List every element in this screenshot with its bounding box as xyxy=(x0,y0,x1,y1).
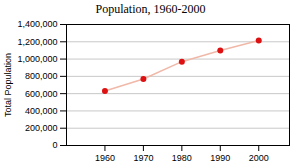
html-text:Population, 1960-2000: Population, 1960-2000 xyxy=(95,2,206,16)
svg-text:800,000: 800,000 xyxy=(25,71,58,81)
svg-text:1990: 1990 xyxy=(210,153,230,163)
svg-text:200,000: 200,000 xyxy=(25,123,58,133)
svg-text:Total Population: Total Population xyxy=(3,53,13,117)
svg-text:1980: 1980 xyxy=(172,153,192,163)
svg-text:600,000: 600,000 xyxy=(25,89,58,99)
svg-text:1,400,000: 1,400,000 xyxy=(17,19,57,29)
svg-text:1970: 1970 xyxy=(133,153,153,163)
svg-text:1,200,000: 1,200,000 xyxy=(17,37,57,47)
svg-text:1960: 1960 xyxy=(95,153,115,163)
svg-text:400,000: 400,000 xyxy=(25,106,58,116)
svg-text:2000: 2000 xyxy=(249,153,269,163)
svg-text:1,000,000: 1,000,000 xyxy=(17,54,57,64)
svg-text:0: 0 xyxy=(52,140,57,150)
